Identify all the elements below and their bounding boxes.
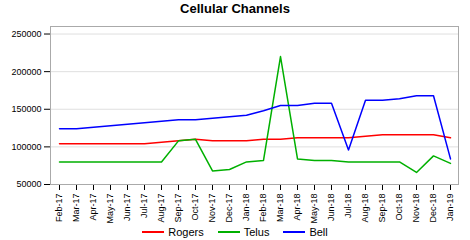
html-text:Bell: Bell [309, 226, 328, 238]
svg-text:50000: 50000 [16, 179, 41, 189]
svg-text:Dec-17: Dec-17 [224, 194, 234, 223]
svg-text:200000: 200000 [11, 67, 41, 77]
svg-text:Apr-18: Apr-18 [292, 194, 302, 221]
svg-text:100000: 100000 [11, 142, 41, 152]
svg-text:Oct-17: Oct-17 [190, 194, 200, 221]
svg-text:Mar-17: Mar-17 [71, 194, 81, 223]
svg-text:Jan-19: Jan-19 [445, 194, 455, 222]
html-text:Telus: Telus [243, 226, 270, 238]
svg-text:May-18: May-18 [309, 194, 319, 224]
svg-text:Sep-17: Sep-17 [173, 194, 183, 223]
svg-text:Nov-18: Nov-18 [411, 194, 421, 223]
svg-text:150000: 150000 [11, 104, 41, 114]
svg-text:Oct-18: Oct-18 [394, 194, 404, 221]
svg-text:Aug-17: Aug-17 [156, 194, 166, 223]
html-text:Cellular Channels: Cellular Channels [180, 1, 290, 16]
svg-text:Jul-17: Jul-17 [139, 194, 149, 219]
svg-text:Feb-17: Feb-17 [54, 194, 64, 223]
svg-text:250000: 250000 [11, 29, 41, 39]
svg-text:Mar-18: Mar-18 [275, 194, 285, 223]
svg-text:Dec-18: Dec-18 [428, 194, 438, 223]
svg-text:Sep-18: Sep-18 [377, 194, 387, 223]
svg-text:Nov-17: Nov-17 [207, 194, 217, 223]
html-text:Rogers: Rogers [168, 226, 204, 238]
svg-text:Aug-18: Aug-18 [360, 194, 370, 223]
svg-text:Apr-17: Apr-17 [88, 194, 98, 221]
svg-text:Jan-18: Jan-18 [241, 194, 251, 222]
svg-text:Jun-17: Jun-17 [122, 194, 132, 222]
svg-text:Jun-18: Jun-18 [326, 194, 336, 222]
svg-text:May-17: May-17 [105, 194, 115, 224]
svg-text:Feb-18: Feb-18 [258, 194, 268, 223]
svg-text:Jul-18: Jul-18 [343, 194, 353, 219]
